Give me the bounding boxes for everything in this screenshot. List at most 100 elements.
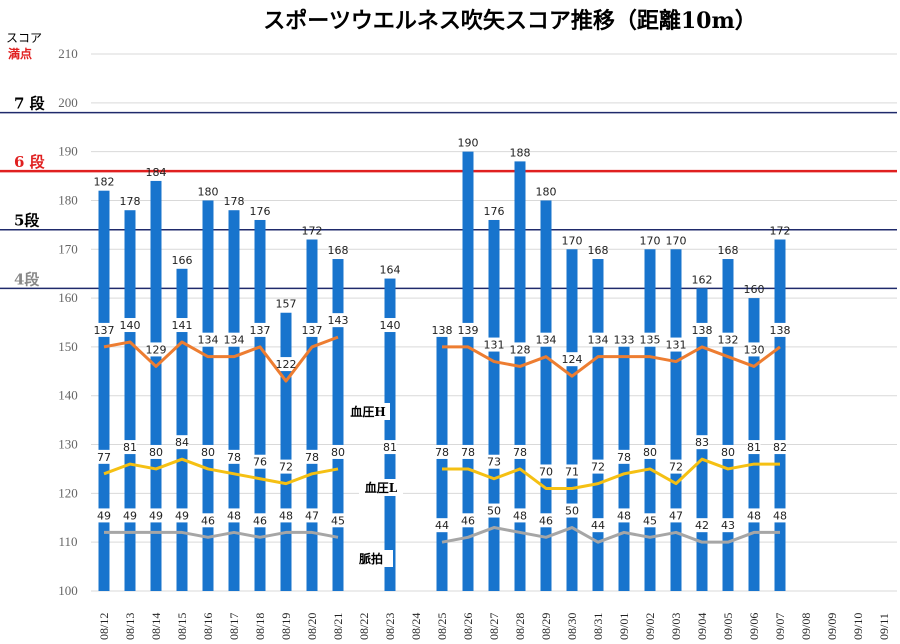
bar-label-window bbox=[721, 444, 735, 459]
score-label: 170 bbox=[666, 234, 687, 247]
bar-label-window bbox=[253, 513, 267, 528]
bar-label-window bbox=[669, 459, 683, 474]
bar-label-window bbox=[617, 508, 631, 523]
series-value-label: 124 bbox=[562, 353, 583, 366]
score-bar bbox=[644, 249, 656, 592]
x-tick-label: 08/18 bbox=[253, 613, 267, 640]
series-value-label: 138 bbox=[692, 324, 713, 337]
series-value-label: 46 bbox=[539, 514, 553, 527]
score-label: 182 bbox=[94, 176, 115, 189]
score-label: 162 bbox=[692, 273, 713, 286]
y-tick-label: 160 bbox=[58, 290, 78, 305]
series-value-label: 81 bbox=[747, 441, 761, 454]
x-tick-label: 08/28 bbox=[513, 613, 527, 640]
series-value-label: 78 bbox=[305, 451, 319, 464]
y-tick-label: 200 bbox=[58, 95, 78, 110]
series-line bbox=[442, 457, 780, 490]
series-value-label: 137 bbox=[302, 324, 323, 337]
bar-label-window bbox=[643, 332, 657, 347]
series-value-label: 80 bbox=[643, 446, 657, 459]
x-tick-label: 08/31 bbox=[591, 613, 605, 640]
bar-label-window bbox=[383, 318, 397, 333]
bar-label-window bbox=[695, 435, 709, 450]
series-value-label: 73 bbox=[487, 456, 501, 469]
series-value-label: 46 bbox=[461, 514, 475, 527]
series-value-label: 80 bbox=[721, 446, 735, 459]
series-value-label: 122 bbox=[276, 358, 297, 371]
score-bar bbox=[280, 312, 292, 591]
score-bar bbox=[514, 161, 526, 591]
bar-label-window bbox=[279, 357, 293, 372]
bar-label-window bbox=[331, 444, 345, 459]
series-value-label: 138 bbox=[432, 324, 453, 337]
score-bar bbox=[670, 249, 682, 592]
score-bar bbox=[618, 342, 630, 591]
bar-label-window bbox=[149, 342, 163, 357]
bar-label-window bbox=[123, 440, 137, 455]
bar-label-window bbox=[305, 508, 319, 523]
bar-label-window bbox=[721, 518, 735, 533]
x-tick-label: 09/01 bbox=[617, 613, 631, 640]
series-name-bg bbox=[349, 550, 393, 567]
series-value-label: 134 bbox=[588, 334, 609, 347]
x-tick-label: 09/05 bbox=[721, 613, 735, 640]
x-tick-label: 08/12 bbox=[97, 613, 111, 640]
bar-label-window bbox=[435, 444, 449, 459]
score-label: 170 bbox=[640, 234, 661, 247]
score-label: 188 bbox=[510, 146, 531, 159]
series-name-bg bbox=[346, 403, 390, 420]
score-bar bbox=[150, 180, 162, 591]
series-value-label: 48 bbox=[747, 509, 761, 522]
bar-label-window bbox=[773, 322, 787, 337]
bar-label-window bbox=[773, 508, 787, 523]
score-label: 172 bbox=[770, 225, 791, 238]
series-value-label: 135 bbox=[640, 334, 661, 347]
x-tick-label: 09/11 bbox=[877, 613, 891, 640]
bar-label-window bbox=[617, 449, 631, 464]
series-value-label: 129 bbox=[146, 343, 167, 356]
bar-label-window bbox=[487, 503, 501, 518]
series-value-label: 50 bbox=[487, 505, 501, 518]
series-value-label: 72 bbox=[669, 461, 683, 474]
bar-label-window bbox=[97, 508, 111, 523]
bar-label-window bbox=[617, 332, 631, 347]
score-label: 176 bbox=[484, 205, 505, 218]
series-value-label: 82 bbox=[773, 441, 787, 454]
series-value-label: 78 bbox=[435, 446, 449, 459]
series-value-label: 81 bbox=[383, 441, 397, 454]
series-value-label: 48 bbox=[279, 509, 293, 522]
x-tick-label: 08/15 bbox=[175, 613, 189, 640]
score-bar bbox=[592, 259, 604, 591]
bar-label-window bbox=[539, 332, 553, 347]
series-line bbox=[441, 526, 780, 544]
series-value-label: 83 bbox=[695, 436, 709, 449]
series-value-label: 42 bbox=[695, 519, 709, 532]
series-value-label: 78 bbox=[227, 451, 241, 464]
score-bar bbox=[306, 239, 318, 591]
bar-label-window bbox=[305, 449, 319, 464]
score-bar bbox=[488, 219, 500, 591]
series-value-label: 80 bbox=[201, 446, 215, 459]
series-line bbox=[442, 345, 781, 378]
bar-label-window bbox=[149, 508, 163, 523]
x-tick-label: 08/26 bbox=[461, 613, 475, 640]
score-bar bbox=[176, 268, 188, 591]
bar-label-window bbox=[461, 322, 475, 337]
bar-label-window bbox=[149, 444, 163, 459]
series-value-label: 80 bbox=[331, 446, 345, 459]
score-bar bbox=[202, 200, 214, 592]
x-tick-label: 09/02 bbox=[643, 613, 657, 640]
bar-label-window bbox=[383, 440, 397, 455]
x-tick-label: 08/27 bbox=[487, 613, 501, 640]
bar-label-window bbox=[591, 459, 605, 474]
series-line bbox=[104, 530, 339, 539]
x-tick-label: 08/16 bbox=[201, 613, 215, 640]
x-tick-label: 08/30 bbox=[565, 613, 579, 640]
bar-label-window bbox=[643, 444, 657, 459]
series-value-label: 132 bbox=[718, 334, 739, 347]
y-tick-label: 120 bbox=[58, 485, 78, 500]
series-line bbox=[103, 457, 339, 486]
series-value-label: 43 bbox=[721, 519, 735, 532]
bar-label-window bbox=[747, 342, 761, 357]
